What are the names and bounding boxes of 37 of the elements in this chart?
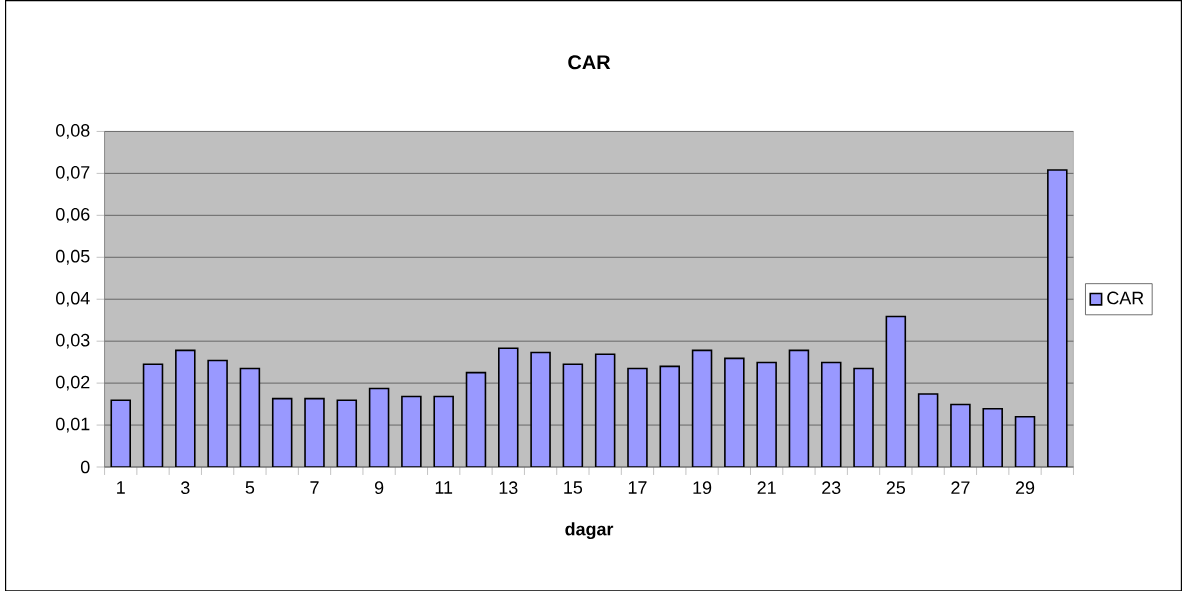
y-tick-label: 0,03 (56, 333, 90, 349)
bar (239, 367, 261, 467)
bar (368, 387, 390, 467)
x-tick-label: 27 (951, 481, 970, 494)
x-tick-label: 21 (757, 481, 776, 494)
x-tick-label: 25 (886, 481, 906, 494)
x-tick-label: 17 (628, 481, 647, 494)
x-tick-label: 3 (181, 481, 190, 494)
x-tick-label: 9 (374, 481, 384, 494)
bar (562, 363, 584, 467)
x-tick-label: 13 (499, 481, 518, 494)
bar (691, 349, 713, 467)
x-tick-label: 11 (435, 481, 453, 494)
y-tick-label: 0,02 (56, 375, 90, 391)
y-tick-label: 0,08 (56, 123, 90, 139)
y-tick-label: 0 (80, 460, 90, 474)
x-tick-label: 1 (117, 481, 125, 494)
bar (465, 371, 487, 467)
x-tick-label: 5 (245, 481, 255, 494)
x-tick-label: 19 (693, 481, 712, 494)
bar (917, 393, 939, 467)
y-tick-label: 0,01 (56, 417, 90, 433)
legend-label: CAR (1107, 291, 1144, 305)
bar (788, 349, 810, 467)
x-tick-label: 23 (822, 481, 841, 494)
x-tick-label: 29 (1015, 481, 1035, 494)
y-tick-label: 0,06 (56, 207, 90, 223)
bar (1014, 415, 1036, 467)
bar (594, 353, 616, 467)
x-tick-label: 7 (310, 481, 319, 494)
y-tick-label: 0,07 (56, 165, 90, 181)
x-tick-label: 15 (564, 481, 583, 494)
y-tick-label: 0,05 (56, 249, 90, 265)
chart-title: CAR (568, 54, 611, 70)
x-axis-title: dagar (565, 522, 614, 539)
bar (142, 363, 164, 467)
y-tick-label: 0,04 (56, 291, 90, 307)
